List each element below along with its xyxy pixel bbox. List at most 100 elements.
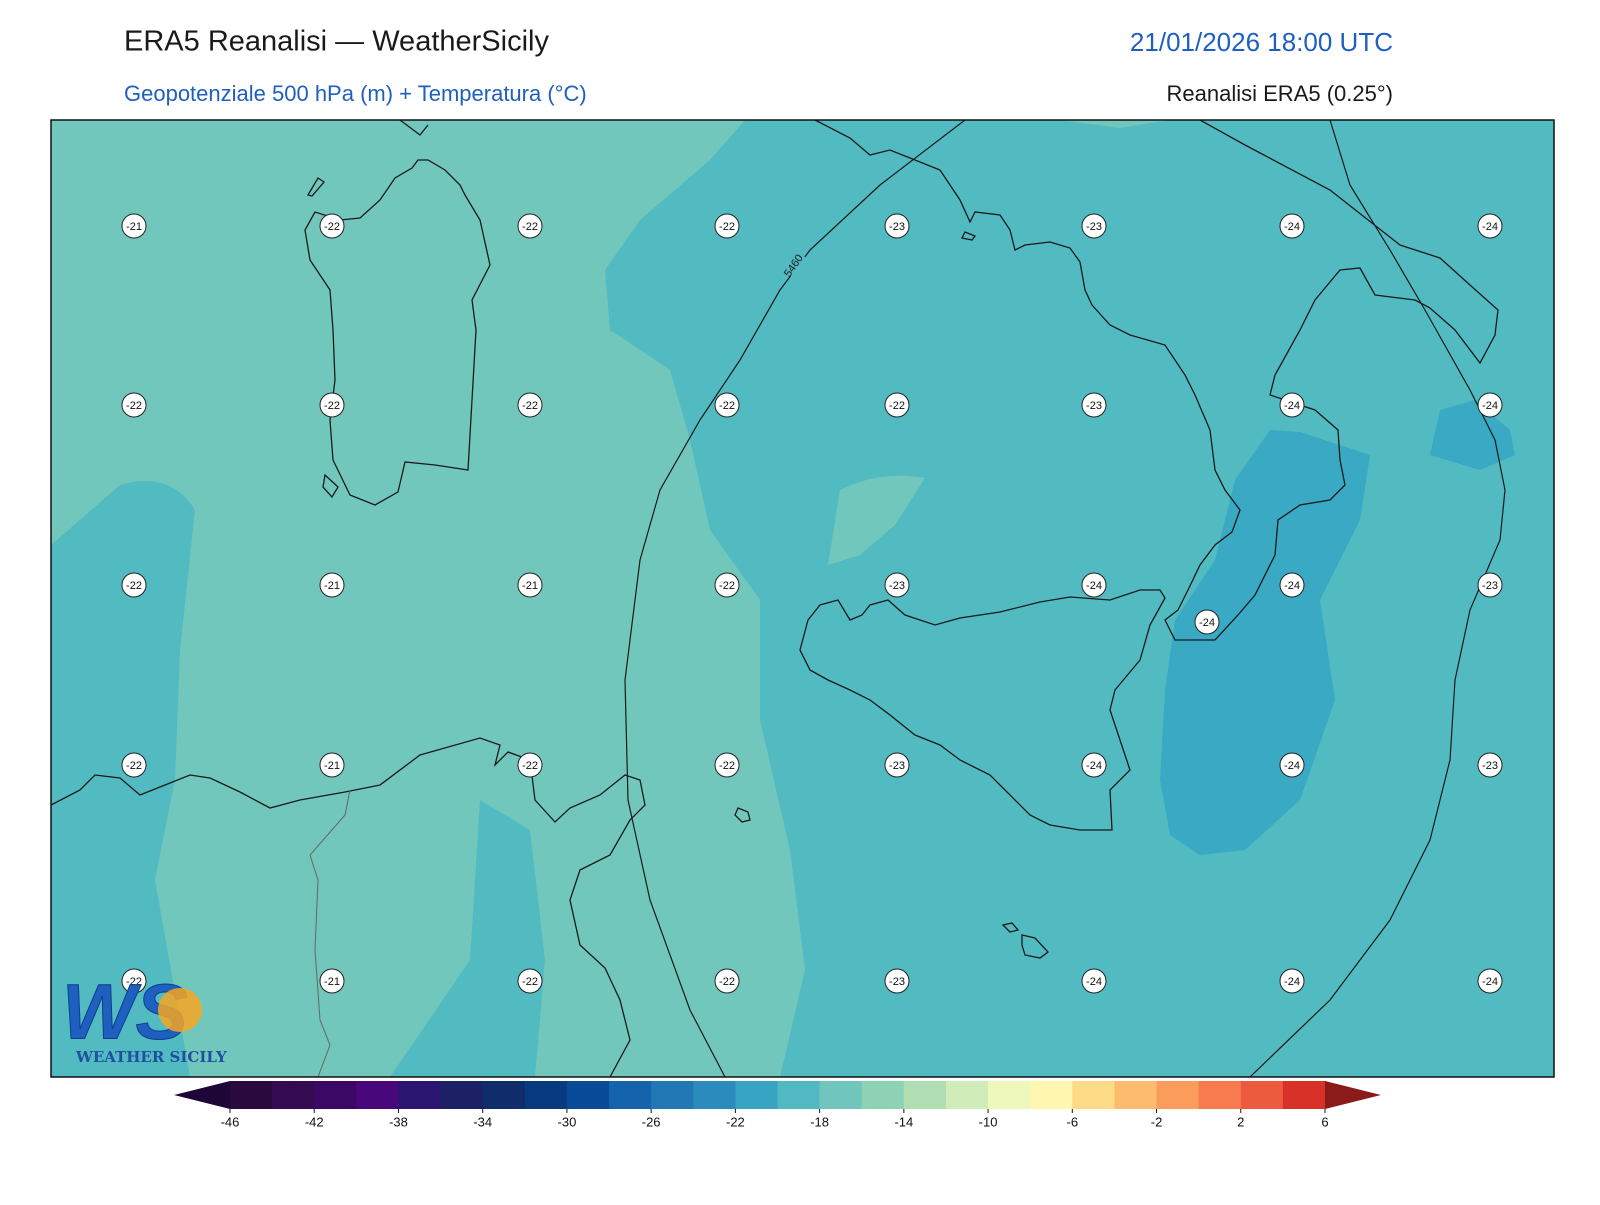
temperature-label: -22 [324, 221, 340, 233]
colorbar-segment [314, 1081, 357, 1109]
temperature-label: -22 [719, 221, 735, 233]
colorbar-extend-high [1325, 1081, 1381, 1109]
temperature-label: -24 [1199, 617, 1215, 629]
map-frame [50, 119, 1555, 1078]
temperature-label: -24 [1482, 221, 1498, 233]
coastline [1001, 922, 1049, 959]
colorbar-segment [230, 1081, 273, 1109]
temperature-badge [884, 572, 910, 598]
colorbar-segment [1030, 1081, 1073, 1109]
temperature-badge [319, 968, 345, 994]
coastline [322, 473, 339, 499]
temperature-badge [517, 968, 543, 994]
temperature-label: -21 [324, 760, 340, 772]
temperature-badge [121, 968, 147, 994]
source: Reanalisi ERA5 (0.25°) [1167, 81, 1393, 106]
colorbar-extend-low [174, 1081, 230, 1109]
temperature-badge [1279, 572, 1305, 598]
colorbar-segment [903, 1081, 947, 1109]
temperature-badge [319, 752, 345, 778]
temperature-label: -22 [522, 760, 538, 772]
temperature-badge [121, 752, 147, 778]
temperature-label: -24 [1284, 760, 1300, 772]
colorbar-segment [693, 1081, 736, 1109]
temperature-badge [884, 968, 910, 994]
coastline [304, 159, 491, 506]
colorbar-segment [356, 1081, 399, 1109]
colorbar-tick-label: -6 [1067, 1114, 1079, 1129]
temperature-badge [319, 572, 345, 598]
colorbar-segment [651, 1081, 694, 1109]
temperature-label: -24 [1284, 976, 1300, 988]
cold-zone [1160, 430, 1370, 855]
temperature-badge [121, 572, 147, 598]
temperature-label: -22 [522, 976, 538, 988]
temperature-badge [1477, 392, 1503, 418]
coastline [814, 120, 1499, 641]
colorbar-segment [272, 1081, 315, 1109]
temperature-badge [1477, 968, 1503, 994]
colorbar-segment [861, 1081, 905, 1109]
temperature-badge [517, 213, 543, 239]
coastline [399, 120, 429, 136]
temperature-label: -23 [889, 221, 905, 233]
logo-mark: WS [62, 968, 188, 1056]
temperature-label: -22 [324, 400, 340, 412]
colorbar-segment [524, 1081, 568, 1109]
temperature-badge [1081, 392, 1107, 418]
temperature-label: -24 [1086, 976, 1102, 988]
temperature-badge [121, 213, 147, 239]
temperature-label: -21 [522, 580, 538, 592]
temperature-label: -22 [126, 976, 142, 988]
subtitle: Geopotenziale 500 hPa (m) + Temperatura … [124, 81, 587, 106]
temperature-label: -24 [1284, 580, 1300, 592]
logo: WS WEATHER SICILY [62, 967, 227, 1066]
colorbar-tick-label: -26 [642, 1114, 661, 1129]
temperature-label: -24 [1482, 400, 1498, 412]
temperature-label: -22 [889, 400, 905, 412]
temperature-badge [1279, 752, 1305, 778]
colorbar-segment [777, 1081, 821, 1109]
temperature-label: -24 [1086, 580, 1102, 592]
colorbar-segment [819, 1081, 863, 1109]
temperature-badge [884, 213, 910, 239]
temperature-label: -21 [324, 580, 340, 592]
temperature-label: -22 [719, 400, 735, 412]
logo-sun [158, 988, 202, 1032]
temperature-badge [1477, 572, 1503, 598]
temperature-label: -22 [126, 760, 142, 772]
colorbar-segment [609, 1081, 652, 1109]
colorbar-tick-label: 6 [1321, 1114, 1328, 1129]
coastline [51, 737, 646, 1077]
temperature-badge [714, 392, 740, 418]
colorbar-segment [1198, 1081, 1242, 1109]
temperature-label: -23 [1086, 221, 1102, 233]
warm-zone [1060, 120, 1170, 128]
colorbar-tick-label: 2 [1237, 1114, 1244, 1129]
colorbar-segment [945, 1081, 989, 1109]
temperature-badge [884, 752, 910, 778]
temperature-label: -22 [719, 976, 735, 988]
temperature-badge [1081, 752, 1107, 778]
colorbar-segment [1282, 1081, 1326, 1109]
temperature-label: -22 [522, 221, 538, 233]
warm-zone [51, 120, 805, 1077]
temperature-label: -24 [1482, 976, 1498, 988]
temperature-labels: -21 -22 -22 -22 -23 -23 -24 -24 -22 -22 -22 -22 -22 -… [121, 213, 1503, 994]
colorbar-tick-label: -30 [558, 1114, 577, 1129]
temperature-label: -23 [1482, 580, 1498, 592]
colorbar-tick-label: -18 [810, 1114, 829, 1129]
temperature-badge [714, 572, 740, 598]
temperature-label: -22 [719, 760, 735, 772]
coastline [799, 589, 1166, 831]
colorbar-tick-label: -22 [726, 1114, 745, 1129]
temperature-label: -22 [522, 400, 538, 412]
temperature-label: -22 [126, 580, 142, 592]
coastline [734, 807, 751, 823]
temperature-label: -22 [126, 400, 142, 412]
border [309, 789, 351, 1077]
temperature-label: -21 [324, 976, 340, 988]
colorbar-segment [1240, 1081, 1284, 1109]
contour-label-bg [782, 250, 806, 278]
